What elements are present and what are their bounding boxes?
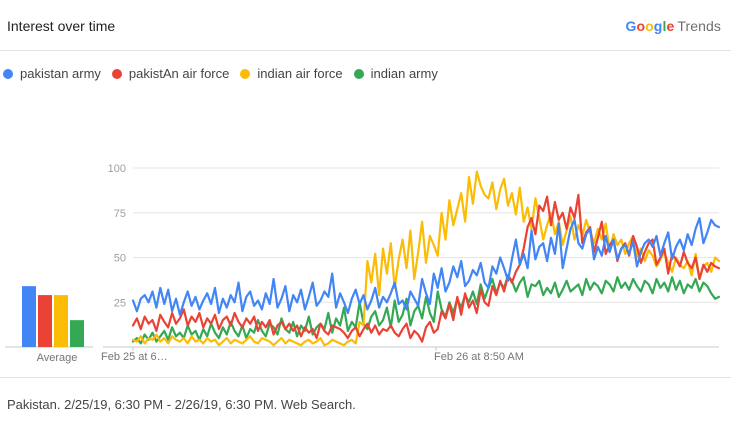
legend-dot-icon bbox=[111, 69, 122, 79]
average-bar bbox=[70, 320, 84, 347]
series-line bbox=[131, 170, 721, 347]
brand-letter: G bbox=[625, 18, 637, 34]
legend-item[interactable]: pakistan army bbox=[3, 66, 101, 81]
brand-letter: e bbox=[666, 18, 675, 34]
brand-letter: g bbox=[653, 18, 663, 34]
y-tick-label: 50 bbox=[114, 253, 126, 265]
legend-label: indian army bbox=[370, 66, 438, 81]
legend-label: indian air force bbox=[257, 66, 343, 81]
x-tick-label: Feb 25 at 6… bbox=[101, 351, 168, 363]
google-wordmark: Google bbox=[625, 18, 674, 34]
legend-dot-icon bbox=[3, 69, 13, 79]
series-line bbox=[131, 217, 721, 316]
google-trends-logo[interactable]: Google Trends bbox=[625, 18, 721, 34]
y-tick-label: 100 bbox=[108, 163, 126, 175]
legend-item[interactable]: indian air force bbox=[240, 66, 343, 81]
y-tick-label: 25 bbox=[114, 297, 126, 309]
x-tick-label: Feb 26 at 8:50 AM bbox=[434, 351, 524, 363]
average-bar bbox=[54, 295, 68, 347]
legend-item[interactable]: indian army bbox=[353, 66, 438, 81]
footer-divider bbox=[0, 377, 731, 378]
footer-caption: Pakistan. 2/25/19, 6:30 PM - 2/26/19, 6:… bbox=[7, 397, 356, 412]
legend-dot-icon bbox=[353, 69, 364, 79]
trends-wordmark: Trends bbox=[677, 18, 721, 34]
average-bar bbox=[38, 295, 52, 347]
brand-letter: o bbox=[636, 18, 646, 34]
card-title: Interest over time bbox=[7, 18, 116, 34]
brand-letter: o bbox=[645, 18, 654, 34]
chart-legend: pakistan army pakistAn air force indian ai… bbox=[3, 66, 449, 84]
legend-label: pakistAn air force bbox=[128, 66, 230, 81]
card-header: Interest over time Google Trends bbox=[0, 0, 731, 51]
legend-dot-icon bbox=[240, 69, 251, 79]
series-line bbox=[131, 193, 721, 343]
average-bar bbox=[22, 286, 36, 347]
legend-label: pakistan army bbox=[20, 66, 101, 81]
legend-item[interactable]: pakistAn air force bbox=[111, 66, 230, 81]
average-label: Average bbox=[37, 352, 78, 364]
brand-letter: l bbox=[662, 18, 667, 34]
y-tick-label: 75 bbox=[114, 208, 126, 220]
